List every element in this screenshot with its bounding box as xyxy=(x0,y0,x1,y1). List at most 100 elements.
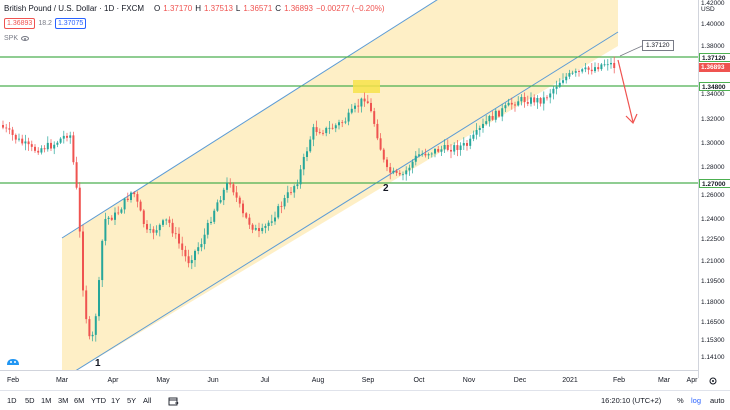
symbol-legend[interactable]: British Pound / U.S. Dollar · 1D · FXCM … xyxy=(4,4,384,13)
timeframe-1d-button[interactable]: 1D xyxy=(7,396,17,405)
candle-body xyxy=(267,222,270,226)
chart-area[interactable]: British Pound / U.S. Dollar · 1D · FXCM … xyxy=(0,0,698,378)
candle-body xyxy=(360,98,363,107)
timeframe-all-button[interactable]: All xyxy=(143,396,152,405)
candle-body xyxy=(114,212,116,220)
candle-body xyxy=(8,128,11,130)
candle-body xyxy=(555,86,558,89)
channel-lower-line[interactable] xyxy=(64,31,619,370)
candle-body xyxy=(530,97,532,104)
candle-body xyxy=(168,219,171,223)
price-chart[interactable] xyxy=(0,0,698,370)
candle-body xyxy=(606,64,609,66)
wave-label-2[interactable]: 2 xyxy=(383,183,389,194)
time-label: Apr xyxy=(686,377,698,384)
candle-body xyxy=(526,102,529,104)
timeframe-6m-button[interactable]: 6M xyxy=(74,396,85,405)
log-scale-toggle[interactable]: log xyxy=(691,396,702,405)
symbol-title[interactable]: British Pound / U.S. Dollar · 1D · FXCM xyxy=(4,4,145,13)
candle-body xyxy=(610,62,612,65)
candlestick-series xyxy=(2,56,616,342)
candle-body xyxy=(232,184,235,193)
time-axis[interactable]: Feb Mar Apr May Jun Jul Aug Sep Oct Nov … xyxy=(0,370,717,390)
forecast-arrow-head xyxy=(625,113,638,125)
time-label: May xyxy=(156,377,170,384)
price-tick: 1.21000 xyxy=(701,258,725,265)
candle-body xyxy=(146,223,148,230)
eye-icon[interactable] xyxy=(21,36,30,41)
candle-body xyxy=(443,145,446,150)
percent-scale-toggle[interactable]: % xyxy=(677,396,684,405)
high-value: 1.37513 xyxy=(203,4,233,13)
candle-body xyxy=(594,67,596,72)
candle-body xyxy=(603,64,606,66)
price-tag-level-127000: 1.27000 xyxy=(699,179,730,188)
price-tick: 1.38000 xyxy=(701,43,725,50)
tradingview-logo-icon[interactable] xyxy=(6,356,20,366)
indicator-row[interactable]: SPK xyxy=(4,35,30,42)
wave-label-1[interactable]: 1 xyxy=(95,358,101,369)
candle-body xyxy=(258,228,260,232)
time-label: Mar xyxy=(657,377,671,384)
clock-timezone[interactable]: 16:20:10 (UTC+2) xyxy=(601,396,662,405)
highlight-box[interactable] xyxy=(353,80,380,93)
candle-body xyxy=(354,105,356,109)
price-tick: 1.24000 xyxy=(701,216,725,223)
candle-body xyxy=(14,134,17,140)
candle-body xyxy=(290,192,292,194)
candle-body xyxy=(21,138,24,144)
candle-body xyxy=(437,148,440,152)
candle-body xyxy=(229,182,232,185)
candle-body xyxy=(386,159,388,168)
candle-body xyxy=(482,123,484,128)
candle-body xyxy=(187,256,190,264)
price-axis[interactable]: USD 1.42000 1.40000 1.38000 1.34000 1.32… xyxy=(698,0,730,378)
candle-body xyxy=(107,217,110,219)
candle-body xyxy=(440,149,443,152)
candle-body xyxy=(117,212,120,214)
candle-body xyxy=(517,101,520,106)
candle-body xyxy=(46,142,49,150)
candle-body xyxy=(469,138,472,146)
auto-scale-toggle[interactable]: auto xyxy=(710,396,725,405)
candle-body xyxy=(344,121,347,123)
candle-body xyxy=(24,141,27,144)
channel-upper-line[interactable] xyxy=(61,0,440,239)
timeframe-5d-button[interactable]: 5D xyxy=(25,396,35,405)
candle-body xyxy=(478,127,481,131)
price-callout[interactable]: 1.37120 xyxy=(642,40,674,51)
candle-body xyxy=(162,220,164,225)
price-tag-level-134800: 1.34800 xyxy=(699,82,730,91)
price-tag-level-137120: 1.37120 xyxy=(699,53,730,62)
timeframe-3m-button[interactable]: 3M xyxy=(58,396,69,405)
date-range-icon[interactable] xyxy=(168,396,179,406)
candle-body xyxy=(584,67,587,70)
timeframe-1y-button[interactable]: 1Y xyxy=(111,396,121,405)
forecast-arrow-line[interactable] xyxy=(617,59,634,123)
close-label: C xyxy=(275,4,282,13)
time-label: Jul xyxy=(260,377,270,384)
timeframe-ytd-button[interactable]: YTD xyxy=(91,396,106,405)
timeframe-1m-button[interactable]: 1M xyxy=(41,396,52,405)
indicator-label[interactable]: SPK xyxy=(4,35,19,42)
candle-body xyxy=(53,144,56,149)
candle-body xyxy=(434,148,436,154)
candle-body xyxy=(424,153,427,156)
candle-body xyxy=(408,167,411,171)
candle-body xyxy=(194,250,196,261)
candle-body xyxy=(280,206,283,207)
buy-button[interactable]: 1.37075 xyxy=(54,18,87,29)
candle-body xyxy=(446,145,449,150)
candle-body xyxy=(571,72,574,74)
timeframe-5y-button[interactable]: 5Y xyxy=(127,396,137,405)
candle-body xyxy=(414,155,417,162)
price-tick: 1.40000 xyxy=(701,21,725,28)
ascending-channel[interactable] xyxy=(62,0,618,370)
candle-body xyxy=(181,243,184,250)
price-tick: 1.28000 xyxy=(701,164,725,171)
candle-body xyxy=(376,123,379,139)
price-tick: 1.22500 xyxy=(701,236,725,243)
candle-body xyxy=(347,112,350,122)
settings-gear-icon[interactable] xyxy=(708,376,718,386)
sell-button[interactable]: 1.36893 xyxy=(4,18,36,29)
